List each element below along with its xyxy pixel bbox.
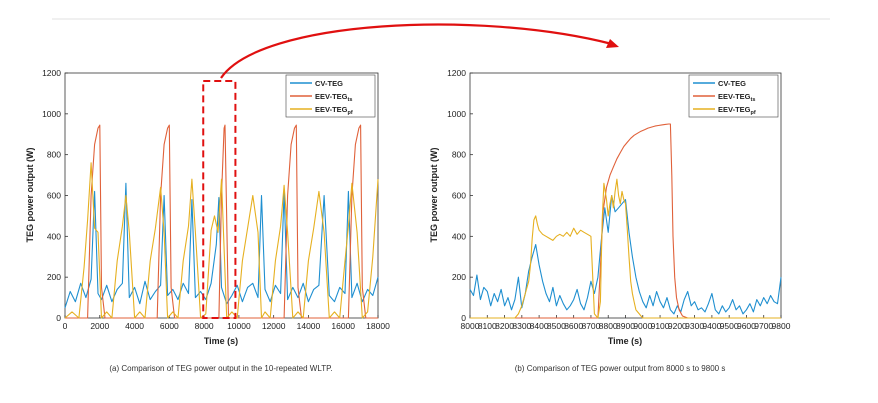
chart-a-legend-pf-main: EEV-TEG [315, 105, 348, 114]
chart-b-xtick-label: 8800 [599, 321, 618, 331]
chart-a-legend-label-cv: CV-TEG [315, 79, 343, 88]
chart-b-xtick-label: 8600 [564, 321, 583, 331]
chart-b-xtick-label: 8100 [478, 321, 497, 331]
chart-b-xtick-label: 9800 [772, 321, 791, 331]
chart-a: 0 2000 4000 6000 8000 10000 12000 14000 16000 180… [25, 68, 390, 346]
chart-b-xtick-label: 9700 [754, 321, 773, 331]
chart-b-ytick-label: 400 [452, 231, 466, 241]
chart-b-xtick-label: 8300 [512, 321, 531, 331]
chart-a-xlabel: Time (s) [204, 336, 238, 346]
chart-b-xtick-label: 8700 [581, 321, 600, 331]
chart-b-legend-label-cv: CV-TEG [718, 79, 746, 88]
chart-a-xtick-label: 12000 [262, 321, 286, 331]
chart-b-ytick-label: 1000 [447, 109, 466, 119]
chart-b-ticks: 8000810082008300840085008600870088008900… [447, 68, 791, 331]
chart-a-ytick-label: 0 [56, 313, 61, 323]
chart-a-ticks: 0 2000 4000 6000 8000 10000 12000 14000 16000 180… [42, 68, 390, 331]
chart-a-xtick-label: 8000 [195, 321, 214, 331]
caption-b: (b) Comparison of TEG power output from … [515, 364, 726, 373]
chart-a-ytick-label: 800 [47, 150, 61, 160]
chart-b-xtick-label: 8400 [530, 321, 549, 331]
chart-b-xtick-label: 9100 [651, 321, 670, 331]
chart-a-legend-label-ts: EEV-TEGts [315, 92, 352, 103]
chart-a-ytick-label: 200 [47, 272, 61, 282]
chart-b-ytick-label: 0 [461, 313, 466, 323]
chart-b-xtick-label: 8000 [461, 321, 480, 331]
chart-a-legend-label-pf: EEV-TEGpf [315, 105, 353, 116]
chart-a-xtick-label: 14000 [297, 321, 321, 331]
chart-b-legend-label-ts: EEV-TEGts [718, 92, 755, 103]
chart-b-legend-ts-sub: ts [751, 97, 756, 103]
chart-b-ytick-label: 200 [452, 272, 466, 282]
chart-b-xtick-label: 9500 [720, 321, 739, 331]
chart-a-legend-ts-sub: ts [348, 97, 353, 103]
chart-a-legend-pf-sub: pf [348, 110, 353, 116]
zoom-arrow-head [606, 39, 619, 48]
chart-b-xtick-label: 9600 [737, 321, 756, 331]
chart-a-legend: CV-TEG EEV-TEGts EEV-TEGpf [285, 74, 376, 118]
chart-b-xtick-label: 8500 [547, 321, 566, 331]
chart-b-series-cv [469, 194, 782, 315]
chart-b-series-pf [470, 178, 781, 319]
caption-a: (a) Comparison of TEG power output in th… [109, 364, 332, 373]
chart-b-legend-pf-sub: pf [751, 110, 756, 116]
chart-b-xlabel: Time (s) [608, 336, 642, 346]
chart-a-lines [64, 124, 379, 319]
chart-a-xtick-label: 18000 [366, 321, 390, 331]
chart-a-ytick-label: 1200 [42, 68, 61, 78]
chart-b: 8000810082008300840085008600870088008900… [429, 68, 791, 346]
chart-a-xtick-label: 4000 [125, 321, 144, 331]
chart-b-lines [469, 123, 782, 319]
chart-b-ytick-label: 800 [452, 150, 466, 160]
highlight-box [202, 80, 237, 319]
chart-a-xtick-label: 6000 [160, 321, 179, 331]
chart-b-xtick-label: 9200 [668, 321, 687, 331]
chart-b-xtick-label: 9400 [702, 321, 721, 331]
chart-b-xtick-label: 8900 [616, 321, 635, 331]
chart-b-series-ts [470, 123, 781, 319]
chart-a-ytick-label: 400 [47, 231, 61, 241]
chart-b-ylabel: TEG power output (W) [429, 148, 439, 243]
chart-a-ytick-label: 600 [47, 191, 61, 201]
chart-b-xtick-label: 9000 [633, 321, 652, 331]
chart-a-xtick-label: 2000 [90, 321, 109, 331]
chart-a-ytick-label: 1000 [42, 109, 61, 119]
chart-a-series-cv [64, 182, 379, 308]
chart-a-series-pf [64, 162, 379, 319]
chart-b-ytick-label: 600 [452, 191, 466, 201]
chart-b-legend-pf-main: EEV-TEG [718, 105, 751, 114]
chart-a-legend-ts-main: EEV-TEG [315, 92, 348, 101]
chart-b-xtick-label: 8200 [495, 321, 514, 331]
chart-b-xtick-label: 9300 [685, 321, 704, 331]
chart-a-xtick-label: 16000 [331, 321, 355, 331]
chart-a-xtick-label: 0 [63, 321, 68, 331]
chart-a-xtick-label: 10000 [227, 321, 251, 331]
chart-b-ytick-label: 1200 [447, 68, 466, 78]
chart-a-series-ts [65, 124, 378, 319]
chart-b-legend-ts-main: EEV-TEG [718, 92, 751, 101]
chart-a-ylabel: TEG power output (W) [25, 148, 35, 243]
zoom-arrow [220, 23, 613, 79]
chart-b-legend: CV-TEG EEV-TEGts EEV-TEGpf [688, 74, 779, 118]
chart-b-legend-label-pf: EEV-TEGpf [718, 105, 756, 116]
